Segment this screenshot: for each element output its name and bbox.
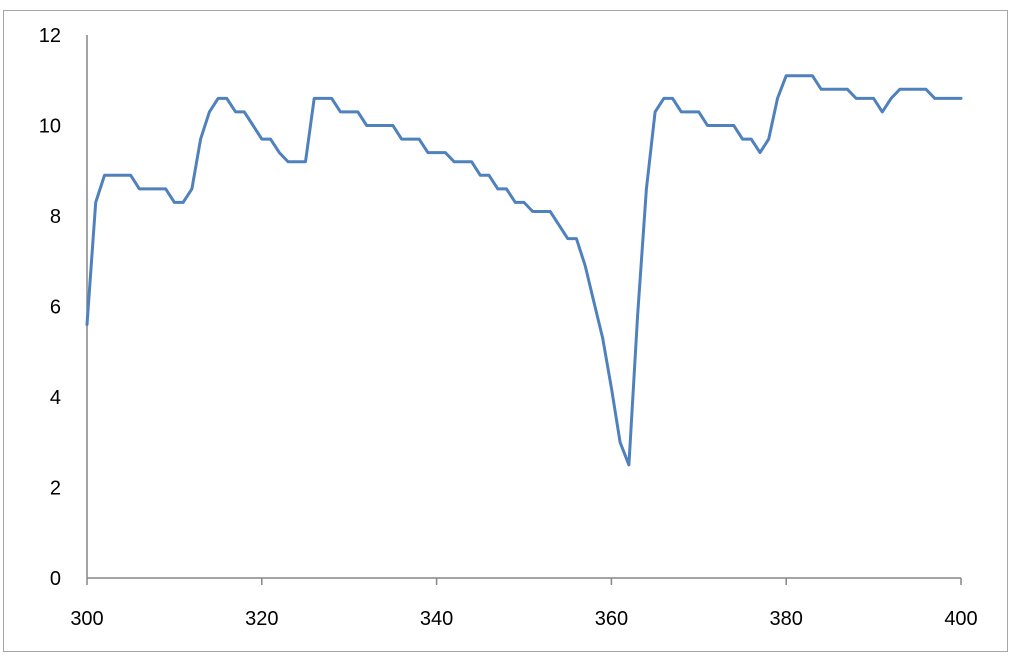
x-tick-label: 300 <box>70 608 103 630</box>
x-axis-tick-marks <box>86 578 962 585</box>
line-chart: 0 2 4 6 8 10 12 300 320 340 360 380 400 <box>39 25 978 630</box>
y-tick-label: 6 <box>50 297 61 319</box>
x-tick-label: 320 <box>245 608 278 630</box>
y-tick-label: 0 <box>50 568 61 590</box>
y-tick-label: 12 <box>39 25 61 47</box>
x-tick-label: 340 <box>420 608 453 630</box>
x-tick-label: 400 <box>944 608 977 630</box>
y-tick-label: 8 <box>50 206 61 228</box>
x-tick-label: 380 <box>770 608 803 630</box>
y-tick-label: 10 <box>39 116 61 138</box>
y-tick-label: 4 <box>50 387 61 409</box>
x-tick-label: 360 <box>595 608 628 630</box>
series-line <box>85 74 963 467</box>
series-group <box>85 74 963 467</box>
y-axis-tick-labels: 0 2 4 6 8 10 12 <box>39 25 61 590</box>
chart-area: 0 2 4 6 8 10 12 300 320 340 360 380 400 <box>3 10 1008 652</box>
x-axis-tick-labels: 300 320 340 360 380 400 <box>70 608 977 630</box>
y-tick-label: 2 <box>50 478 61 500</box>
